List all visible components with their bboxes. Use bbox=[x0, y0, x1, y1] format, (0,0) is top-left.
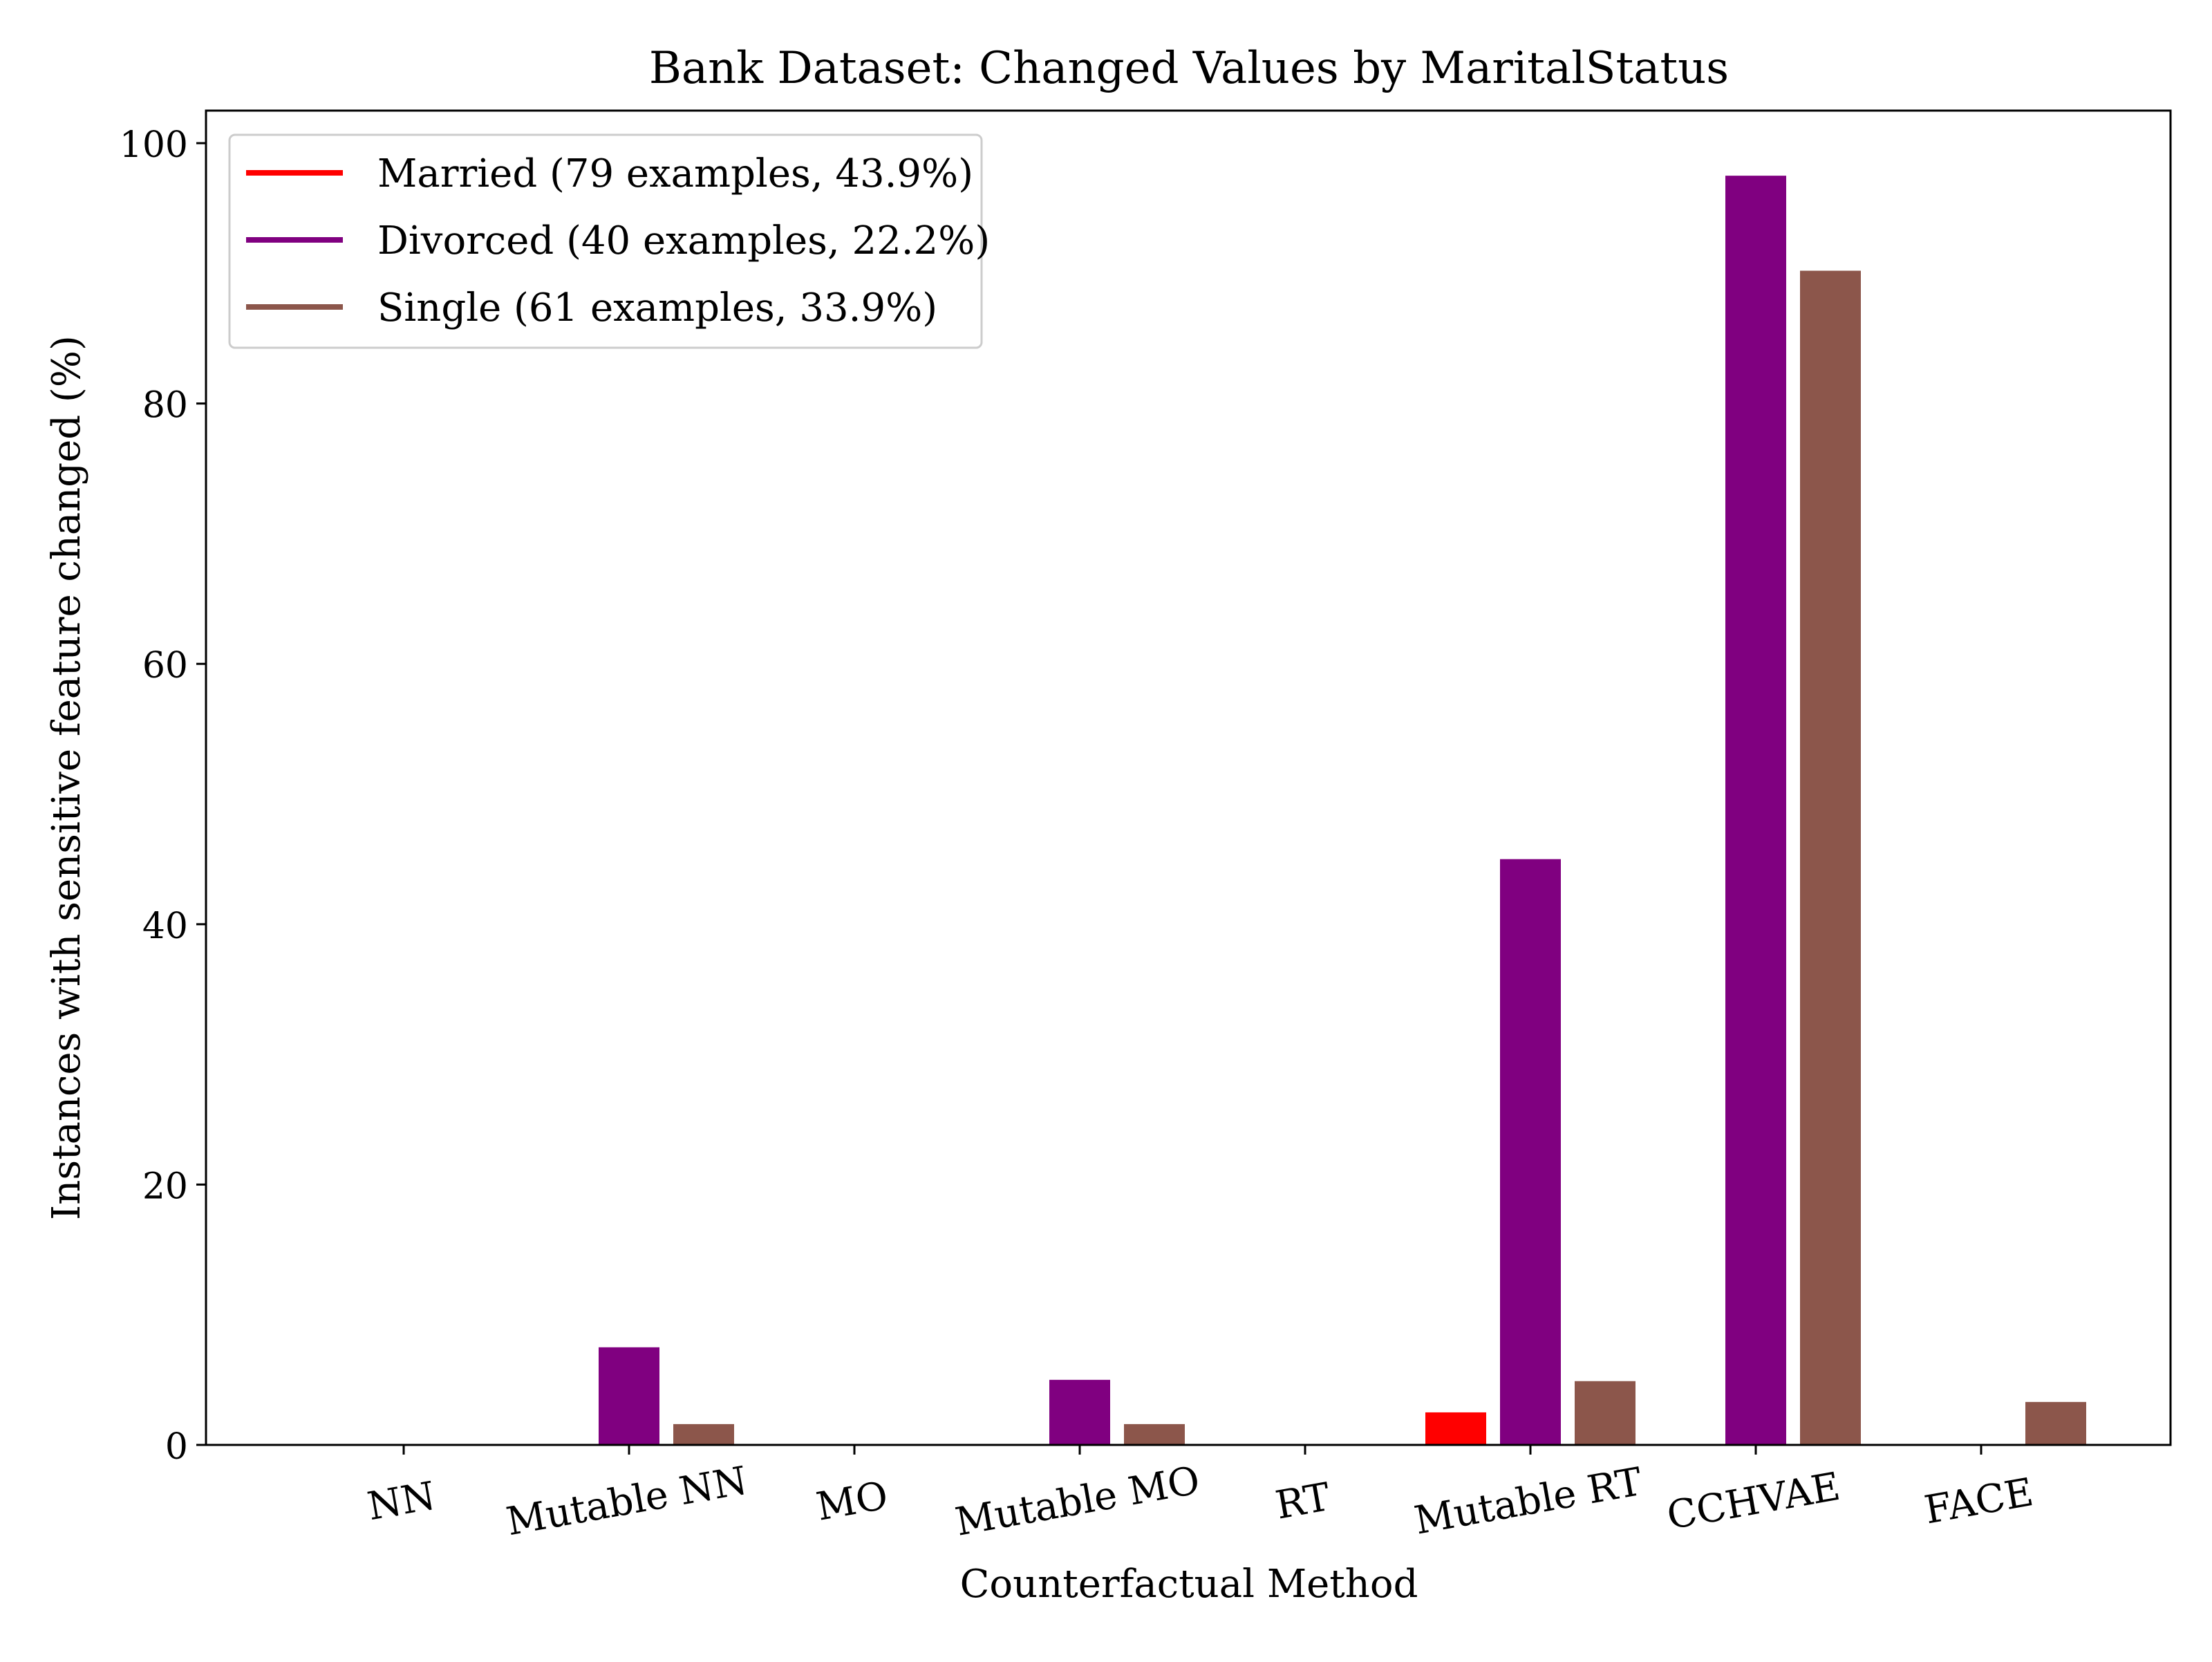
y-axis-label: Instances with sensitive feature changed… bbox=[44, 335, 89, 1220]
bar-s2-c1 bbox=[673, 1423, 734, 1445]
bar-s2-c6 bbox=[1800, 270, 1861, 1446]
x-tick-label-6: CCHVAE bbox=[1664, 1464, 1844, 1539]
bar-s2-c7 bbox=[2025, 1401, 2086, 1445]
bar-s0-c5 bbox=[1425, 1412, 1486, 1445]
bar-s1-c5 bbox=[1500, 859, 1561, 1445]
plot-frame bbox=[205, 109, 2172, 1446]
x-axis-label: Counterfactual Method bbox=[960, 1562, 1418, 1607]
x-axis: NN Mutable NN MO Mutable MO RT Mutable RT CCHV… bbox=[364, 1445, 2036, 1545]
legend: Married (79 examples, 43.9%) Divorced (40… bbox=[228, 133, 990, 349]
x-tick-label-7: FACE bbox=[1921, 1470, 2036, 1533]
y-tick-label-4: 80 bbox=[142, 385, 188, 427]
x-tick-label-2: MO bbox=[813, 1473, 891, 1530]
y-tick-label-1: 20 bbox=[142, 1166, 188, 1207]
y-tick-label-2: 40 bbox=[142, 906, 188, 947]
bar-s2-c5 bbox=[1575, 1381, 1635, 1445]
legend-label-0: Married (79 examples, 43.9%) bbox=[377, 151, 973, 196]
legend-label-1: Divorced (40 examples, 22.2%) bbox=[377, 218, 990, 263]
y-tick-label-5: 100 bbox=[120, 124, 188, 166]
legend-box bbox=[228, 133, 983, 349]
bar-s1-c3 bbox=[1049, 1379, 1110, 1445]
y-tick-label-0: 0 bbox=[165, 1426, 188, 1468]
chart-title: Bank Dataset: Changed Values by MaritalS… bbox=[649, 43, 1729, 94]
x-tick-label-3: Mutable MO bbox=[952, 1458, 1203, 1545]
bars-layer bbox=[599, 176, 2086, 1446]
x-tick-label-4: RT bbox=[1272, 1475, 1333, 1529]
bar-s1-c1 bbox=[599, 1347, 659, 1445]
bar-s1-c6 bbox=[1725, 176, 1786, 1445]
bar-s2-c3 bbox=[1124, 1423, 1185, 1445]
y-tick-label-3: 60 bbox=[142, 645, 188, 687]
x-tick-label-5: Mutable RT bbox=[1411, 1459, 1645, 1544]
legend-label-2: Single (61 examples, 33.9%) bbox=[377, 286, 937, 330]
y-axis: 0 20 40 60 80 100 bbox=[120, 124, 206, 1468]
x-tick-label-0: NN bbox=[364, 1473, 439, 1529]
x-tick-label-1: Mutable NN bbox=[503, 1458, 751, 1544]
